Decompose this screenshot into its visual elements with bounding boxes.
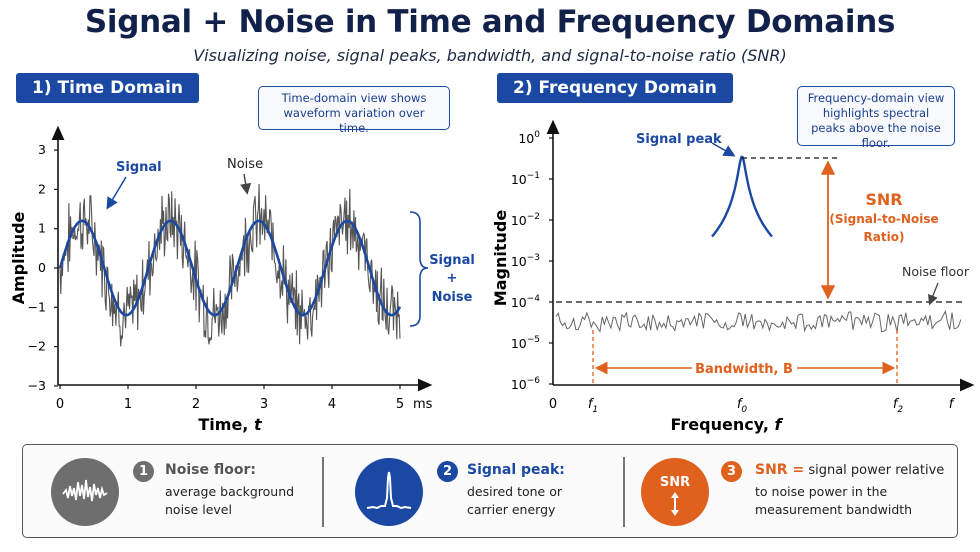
time-y-tick-label: 2 <box>38 181 46 196</box>
page-title: Signal + Noise in Time and Frequency Dom… <box>84 4 896 40</box>
clean-signal-waveform <box>58 219 402 317</box>
brace-label-noise: Noise <box>432 290 473 305</box>
time-x-tick-label: 5 <box>396 397 404 412</box>
time-y-tick-label: 0 <box>38 260 46 275</box>
time-x-unit: ms <box>413 397 433 412</box>
time-domain-note: Time-domain view shows waveform variatio… <box>258 86 450 135</box>
snr-sub-label-1: (Signal-to-Noise <box>829 212 938 226</box>
legend-item-noise-floor: 1 Noise floor: average background noise … <box>23 445 323 539</box>
freq-y-tick-label: 10−4 <box>511 294 540 310</box>
legend-divider-2 <box>623 457 625 527</box>
freq-y-tick-label: 10−1 <box>511 171 540 187</box>
snr-sub-label-2: Ratio) <box>864 230 905 244</box>
time-y-tick-label: −2 <box>28 339 46 354</box>
snr-icon-text: SNR <box>660 475 690 490</box>
freq-x-label: Frequency, f <box>670 415 783 434</box>
legend-number-2: 2 <box>437 461 458 482</box>
freq-y-tick-label: 10−2 <box>511 212 540 228</box>
time-y-ticks: 3 2 1 0 −1 −2 −3 <box>28 142 58 393</box>
legend-body-signal-peak-2: carrier energy <box>467 502 556 517</box>
page-subtitle: Visualizing noise, signal peaks, bandwid… <box>193 46 787 65</box>
freq-y-label: Magnitude <box>491 210 510 307</box>
time-x-label: Time, t <box>198 415 263 434</box>
brace-label-signal: Signal <box>429 253 475 268</box>
noise-floor-spectrum <box>555 309 962 333</box>
legend-number-1: 1 <box>133 461 154 482</box>
noise-floor-arrow <box>928 282 939 306</box>
time-domain-chart: 3 2 1 0 −1 −2 −3 0 1 2 3 4 5 ms Signal Noise Signal… <box>9 125 475 434</box>
time-x-tick-label: 1 <box>124 397 132 412</box>
freq-y-tick-label: 10−3 <box>511 253 540 269</box>
legend-item-signal-peak: 2 Signal peak: desired tone or carrier e… <box>323 445 623 539</box>
freq-y-tick-label: 10−5 <box>511 335 540 351</box>
bandwidth-label: Bandwidth, B <box>695 362 793 377</box>
signal-peak-arrow <box>711 142 736 157</box>
time-y-tick-label: −3 <box>28 378 46 393</box>
legend-body-snr-2: measurement bandwidth <box>755 502 913 517</box>
signal-peak-icon <box>355 458 423 526</box>
time-x-tick-label: 2 <box>192 397 200 412</box>
brace-label-plus: + <box>447 271 458 286</box>
noise-floor-callout: Noise floor <box>902 264 970 279</box>
freq-x-tick-f1: f1 <box>588 397 598 415</box>
freq-y-tick-label: 10−6 <box>511 376 540 392</box>
snr-label: SNR <box>865 190 902 209</box>
legend-body-signal-peak-1: desired tone or <box>467 484 562 499</box>
time-x-tick-label: 0 <box>56 397 64 412</box>
freq-x-tick-f: f <box>949 397 956 412</box>
legend-strip: 1 Noise floor: average background noise … <box>22 444 958 538</box>
freq-y-ticks: 100 10−1 10−2 10−3 10−4 10−5 10−6 <box>511 130 553 392</box>
freq-y-tick-label: 100 <box>518 130 540 146</box>
snr-icon: SNR <box>641 458 709 526</box>
noisy-waveform <box>59 183 401 347</box>
freq-x-tick-f2: f2 <box>893 397 904 415</box>
time-y-tick-label: 1 <box>38 221 46 236</box>
legend-head-noise-floor: Noise floor: <box>165 462 256 478</box>
frequency-domain-tag: 2) Frequency Domain <box>497 73 733 103</box>
signal-peak-curve <box>711 155 773 238</box>
legend-item-snr: SNR 3 SNR = signal power relative to noi… <box>623 445 957 539</box>
time-domain-tag: 1) Time Domain <box>16 73 200 103</box>
freq-x-tick-f0: f0 <box>737 397 748 415</box>
freq-x-tick-zero: 0 <box>549 397 557 412</box>
signal-peak-callout: Signal peak <box>636 132 722 147</box>
signal-noise-brace <box>409 211 429 327</box>
legend-head-signal-peak: Signal peak: <box>467 462 565 478</box>
legend-body-snr-1: to noise power in the <box>755 484 888 499</box>
time-y-tick-label: −1 <box>28 299 46 314</box>
legend-number-3: 3 <box>721 461 742 482</box>
signal-callout-arrow <box>106 176 127 210</box>
time-x-ticks: 0 1 2 3 4 5 <box>56 385 404 412</box>
time-x-tick-label: 4 <box>328 397 336 412</box>
legend-body-noise-floor-1: average background <box>165 484 295 499</box>
legend-head-snr: SNR = signal power relative <box>755 462 945 478</box>
legend-body-noise-floor-2: noise level <box>165 502 232 517</box>
noise-callout: Noise <box>227 157 263 172</box>
noise-callout-arrow <box>240 173 252 195</box>
time-x-tick-label: 3 <box>260 397 268 412</box>
time-y-label: Amplitude <box>9 211 28 304</box>
signal-callout: Signal <box>116 160 162 175</box>
noise-spectrum-icon <box>51 458 119 526</box>
legend-divider-1 <box>322 457 324 527</box>
time-y-tick-label: 3 <box>38 142 46 157</box>
frequency-domain-note: Frequency-domain view highlights spectra… <box>797 86 955 150</box>
